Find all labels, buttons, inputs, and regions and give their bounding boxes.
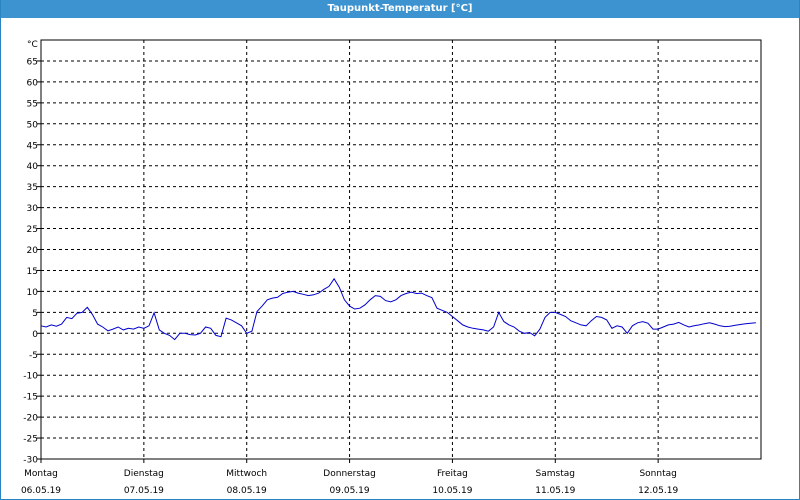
window-title: Taupunkt-Temperatur [°C]	[1, 0, 799, 18]
y-tick-label: 35	[27, 183, 38, 193]
x-tick-day-label: Samstag	[536, 469, 575, 479]
y-tick-label: 15	[27, 267, 38, 277]
y-tick-label: 20	[27, 246, 39, 256]
y-tick-label: -20	[23, 414, 38, 424]
x-tick-date-label: 10.05.19	[432, 486, 472, 496]
y-tick-label: 0	[32, 330, 38, 340]
plot-frame	[40, 39, 762, 460]
y-tick-label: 65	[27, 57, 38, 67]
x-tick-day-label: Dienstag	[124, 469, 164, 479]
y-tick-label: -25	[23, 435, 38, 445]
y-tick-label: -10	[23, 372, 38, 382]
y-tick-label: 10	[27, 288, 39, 298]
y-tick-label: 40	[27, 162, 39, 172]
y-tick-label: 60	[27, 78, 39, 88]
y-tick-label: 30	[27, 204, 39, 214]
y-tick-label: 55	[27, 99, 38, 109]
x-tick-date-label: 07.05.19	[124, 486, 164, 496]
y-tick-label: 5	[32, 309, 38, 319]
x-tick-date-label: 06.05.19	[21, 486, 61, 496]
x-tick-day-label: Montag	[24, 469, 58, 479]
x-tick-date-label: 08.05.19	[227, 486, 267, 496]
dew-point-chart: 65605550454035302520151050-5-10-15-20-25…	[21, 39, 762, 496]
x-tick-date-label: 11.05.19	[535, 486, 575, 496]
y-tick-label: -15	[23, 393, 38, 403]
y-tick-label: 25	[27, 225, 38, 235]
x-tick-date-label: 09.05.19	[330, 486, 370, 496]
x-tick-day-label: Sonntag	[639, 469, 676, 479]
y-axis-label: °C	[27, 40, 38, 50]
x-tick-day-label: Donnerstag	[323, 469, 376, 479]
y-tick-label: -5	[29, 351, 38, 361]
y-tick-label: -30	[23, 456, 38, 466]
dew-point-series-line	[40, 277, 756, 341]
x-tick-day-label: Freitag	[437, 469, 468, 479]
x-tick-day-label: Mittwoch	[226, 469, 267, 479]
y-tick-label: 50	[27, 120, 39, 130]
x-tick-date-label: 12.05.19	[638, 486, 678, 496]
y-tick-label: 45	[27, 141, 38, 151]
